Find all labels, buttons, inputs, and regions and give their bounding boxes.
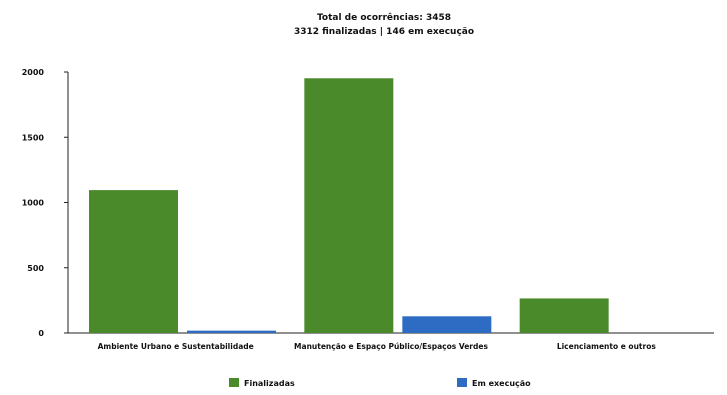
y-tick-label: 2000 <box>22 68 45 77</box>
legend-swatch <box>229 378 239 387</box>
y-tick-label: 1500 <box>22 133 45 142</box>
y-axis: 0 500 1000 1500 2000 <box>22 68 69 338</box>
y-tick-label: 1000 <box>22 199 45 208</box>
bars-group <box>89 78 609 333</box>
x-tick-label: Ambiente Urbano e Sustentabilidade <box>98 342 254 351</box>
legend-label: Em execução <box>472 379 531 388</box>
x-tick-label: Licenciamento e outros <box>557 342 657 351</box>
bar-em-execucao <box>187 330 276 333</box>
y-tick-label: 0 <box>38 329 44 338</box>
bar-em-execucao <box>402 316 492 333</box>
x-axis: Ambiente Urbano e Sustentabilidade Manute… <box>68 332 714 351</box>
chart-subtitle: 3312 finalizadas | 146 em execução <box>294 27 474 37</box>
x-tick-label: Manutenção e Espaço Público/Espaços Verd… <box>294 342 488 351</box>
legend-label: Finalizadas <box>244 379 295 388</box>
legend-swatch <box>457 378 467 387</box>
bar-finalizadas <box>304 78 394 333</box>
chart-title: Total de ocorrências: 3458 <box>317 12 451 23</box>
bar-finalizadas <box>89 190 178 333</box>
legend: Finalizadas Em execução <box>229 378 531 388</box>
bar-finalizadas <box>519 298 609 333</box>
y-tick-label: 500 <box>27 264 44 273</box>
